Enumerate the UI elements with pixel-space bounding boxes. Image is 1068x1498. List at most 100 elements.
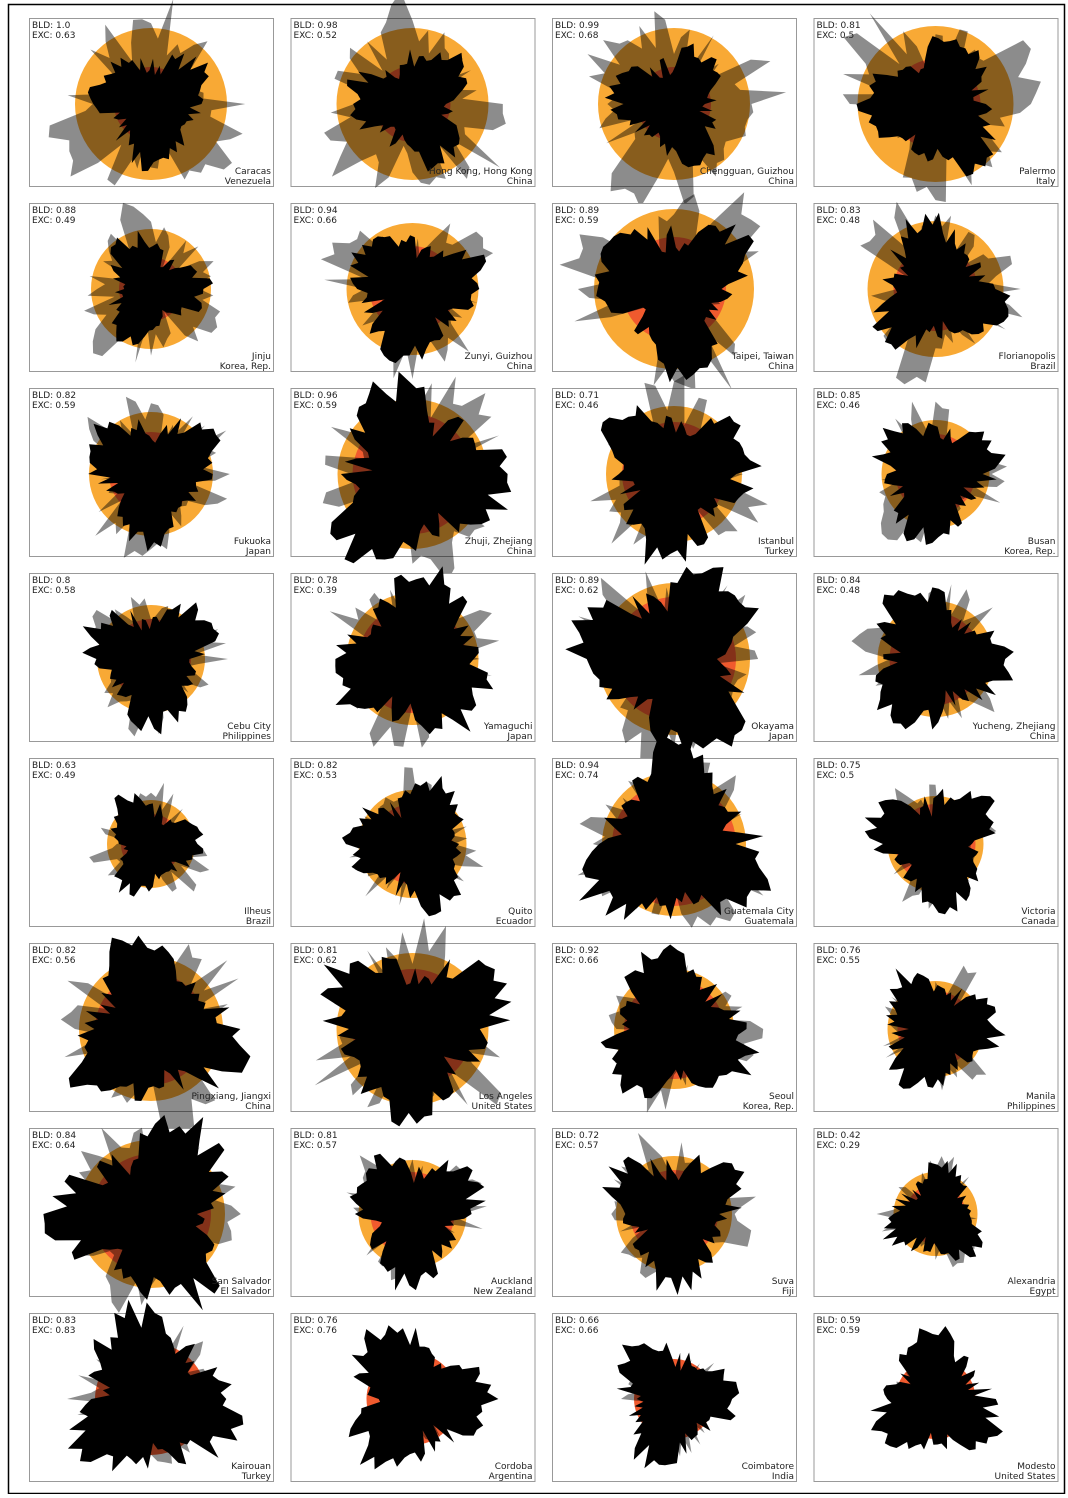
city-panel: BLD: 0.76EXC: 0.76CordobaArgentina (291, 1314, 535, 1483)
city-panel: BLD: 0.89EXC: 0.62OkayamaJapan (553, 567, 797, 772)
country-label: United States (472, 1102, 533, 1112)
bld-label: BLD: 0.81 (817, 21, 861, 31)
city-label: Alexandria (1007, 1277, 1055, 1287)
city-panel: BLD: 0.83EXC: 0.48FlorianopolisBrazil (814, 202, 1058, 384)
country-label: India (772, 1472, 794, 1482)
country-label: China (245, 1102, 271, 1112)
bld-label: BLD: 0.89 (555, 206, 599, 216)
bld-label: BLD: 0.42 (817, 1131, 861, 1141)
exc-label: EXC: 0.57 (294, 1141, 337, 1151)
city-label: Palermo (1019, 167, 1056, 177)
city-label: Los Angeles (479, 1092, 533, 1102)
country-label: United States (995, 1472, 1056, 1482)
city-label: Chengguan, Guizhou (700, 167, 794, 177)
city-label: Seoul (769, 1092, 794, 1102)
exc-label: EXC: 0.49 (32, 216, 76, 226)
city-label: Cordoba (495, 1462, 533, 1472)
city-panel: BLD: 0.81EXC: 0.57AucklandNew Zealand (291, 1129, 535, 1298)
country-label: Turkey (241, 1472, 272, 1482)
exc-label: EXC: 0.5 (817, 771, 855, 781)
bld-label: BLD: 0.84 (817, 576, 861, 586)
bld-label: BLD: 0.66 (555, 1316, 599, 1326)
bld-label: BLD: 0.82 (32, 946, 76, 956)
city-label: Manila (1026, 1092, 1056, 1102)
city-label: Busan (1028, 537, 1056, 547)
exc-label: EXC: 0.46 (817, 401, 861, 411)
bld-label: BLD: 0.81 (294, 946, 338, 956)
country-label: Turkey (764, 547, 795, 557)
bld-label: BLD: 0.8 (32, 576, 71, 586)
city-panel: BLD: 0.92EXC: 0.66 SeoulKorea, Rep. (553, 944, 797, 1113)
bld-label: BLD: 0.71 (555, 391, 599, 401)
country-label: Canada (1021, 917, 1055, 927)
bld-label: BLD: 0.92 (555, 946, 599, 956)
bld-label: BLD: 0.96 (294, 391, 338, 401)
exc-label: EXC: 0.59 (555, 216, 599, 226)
bld-label: BLD: 0.63 (32, 761, 76, 771)
city-panel: BLD: 0.82EXC: 0.53QuitoEcuador (291, 759, 535, 928)
country-label: China (1030, 732, 1056, 742)
bld-label: BLD: 0.84 (32, 1131, 76, 1141)
country-label: Korea, Rep. (743, 1102, 794, 1112)
country-label: Philippines (1007, 1102, 1056, 1112)
exc-label: EXC: 0.46 (555, 401, 599, 411)
country-label: Argentina (489, 1472, 533, 1482)
country-label: Ecuador (496, 917, 533, 927)
exc-label: EXC: 0.62 (555, 586, 598, 596)
exc-label: EXC: 0.53 (294, 771, 337, 781)
country-label: Japan (506, 732, 532, 742)
country-label: Philippines (223, 732, 272, 742)
figure: BLD: 1.0EXC: 0.63CaracasVenezuelaBLD: 0.… (0, 0, 1068, 1494)
exc-label: EXC: 0.29 (817, 1141, 861, 1151)
bld-label: BLD: 0.83 (32, 1316, 76, 1326)
country-label: Korea, Rep. (220, 362, 271, 372)
page: {"panels": [ {"bld": "BLD: 1.0", "exc": … (0, 0, 1068, 1494)
bld-label: BLD: 0.75 (817, 761, 861, 771)
exc-label: EXC: 0.83 (32, 1326, 75, 1336)
bld-label: BLD: 0.81 (294, 1131, 338, 1141)
bld-label: BLD: 0.83 (817, 206, 861, 216)
exc-label: EXC: 0.57 (555, 1141, 598, 1151)
exc-label: EXC: 0.66 (555, 1326, 599, 1336)
city-label: Modesto (1017, 1462, 1056, 1472)
bld-label: BLD: 0.89 (555, 576, 599, 586)
country-label: Japan (245, 547, 271, 557)
country-label: Italy (1036, 177, 1056, 187)
bld-label: BLD: 0.76 (294, 1316, 338, 1326)
exc-label: EXC: 0.48 (817, 216, 861, 226)
exc-label: EXC: 0.62 (294, 956, 337, 966)
bld-label: BLD: 0.98 (294, 21, 338, 31)
exc-label: EXC: 0.66 (555, 956, 599, 966)
city-label: Hong Kong, Hong Kong (429, 167, 533, 177)
exc-label: EXC: 0.58 (32, 586, 76, 596)
city-label: Okayama (751, 722, 794, 732)
country-label: Venezuela (225, 177, 271, 187)
city-label: Quito (508, 907, 533, 917)
country-label: China (768, 362, 794, 372)
city-label: Istanbul (758, 537, 794, 547)
city-label: Ilheus (244, 907, 271, 917)
city-label: Jinju (251, 352, 271, 362)
exc-label: EXC: 0.59 (294, 401, 338, 411)
city-panel: BLD: 0.98EXC: 0.52Hong Kong, Hong KongCh… (291, 0, 535, 188)
city-panel: BLD: 0.82EXC: 0.56Pingxiang, JiangxiChin… (30, 936, 274, 1135)
city-label: Victoria (1021, 907, 1055, 917)
city-label: Zhuji, Zhejiang (465, 537, 533, 547)
city-panel: BLD: 0.99EXC: 0.68Chengguan, GuizhouChin… (553, 11, 797, 207)
exc-label: EXC: 0.52 (294, 31, 337, 41)
city-panel: BLD: 0.82EXC: 0.59FukuokaJapan (30, 389, 274, 558)
city-label: Pingxiang, Jiangxi (191, 1092, 271, 1102)
exc-label: EXC: 0.49 (32, 771, 76, 781)
city-label: Kairouan (231, 1462, 271, 1472)
city-panel: BLD: 0.94EXC: 0.66Zunyi, GuizhouChina (291, 204, 535, 380)
